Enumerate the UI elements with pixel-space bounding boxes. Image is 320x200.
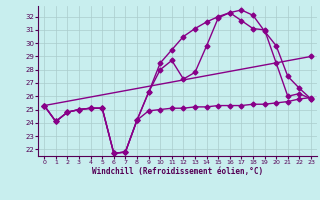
X-axis label: Windchill (Refroidissement éolien,°C): Windchill (Refroidissement éolien,°C) [92,167,263,176]
